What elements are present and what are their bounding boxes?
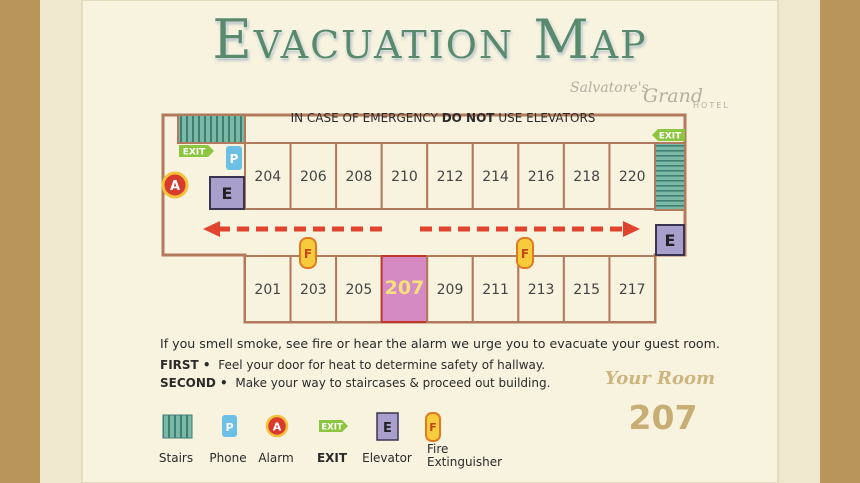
room (380, 255, 429, 323)
legend-elevator (376, 412, 399, 441)
room (244, 142, 292, 210)
room-number: 201 (254, 282, 281, 298)
room (608, 142, 657, 210)
phone-icon (226, 146, 242, 170)
stairs (177, 114, 246, 144)
border-right (820, 0, 860, 483)
rooms: 204 206 208 210 212 214 216 218 220 201 203 205 207 2… (244, 142, 657, 323)
room (517, 142, 565, 210)
legend-symbol: P (225, 421, 233, 434)
step: SECOND • Make your way to staircases & p… (160, 376, 550, 390)
room (471, 255, 520, 323)
title: Evacuation Map (212, 8, 648, 71)
arrow-head (623, 221, 640, 237)
elevator-text: E (222, 184, 233, 203)
brand-sub: HOTEL (693, 101, 730, 110)
room-number: 214 (482, 169, 509, 185)
stairs (654, 142, 686, 211)
brand-script: Salvatore's (570, 80, 649, 96)
legend-alarm (265, 414, 289, 438)
room-number: 217 (619, 282, 646, 298)
extinguisher-text: F (304, 247, 312, 261)
room (426, 255, 474, 323)
phone-text: P (230, 152, 239, 166)
legend-phone (222, 415, 237, 437)
extinguisher-text: F (521, 247, 529, 261)
room-number: 208 (346, 169, 373, 185)
elevator-icon (655, 224, 685, 256)
step: FIRST • Feel your door for heat to deter… (160, 358, 545, 372)
step-label: SECOND • (160, 376, 228, 390)
exit-text: EXIT (183, 148, 206, 158)
instructions-intro: If you smell smoke, see fire or hear the… (160, 336, 720, 351)
arrow-head (203, 221, 220, 237)
exit-text: EXIT (659, 132, 682, 142)
elevator-icon (209, 176, 245, 210)
step-label: FIRST • (160, 358, 211, 372)
notice-suffix: USE ELEVATORS (498, 111, 596, 125)
elevator-text: E (665, 231, 676, 250)
room (244, 255, 292, 323)
room-number: 216 (528, 169, 555, 185)
border-left (0, 0, 40, 483)
your-room-label: Your Room (604, 368, 716, 389)
legend-label: Stairs (158, 451, 194, 465)
room (380, 142, 429, 210)
brand-name: Grand (643, 85, 703, 107)
room (426, 142, 474, 210)
alarm-text: A (170, 179, 180, 194)
room-number: 211 (482, 282, 509, 298)
legend-stairs (162, 414, 193, 439)
legend-label: Alarm (258, 451, 294, 465)
room-number: 203 (300, 282, 327, 298)
notice-prefix: IN CASE OF EMERGENCY (290, 111, 438, 125)
room (562, 142, 611, 210)
legend-label: Elevator (362, 451, 412, 465)
room-number: 212 (437, 169, 464, 185)
extinguisher-icon (516, 237, 534, 269)
room-number: 204 (254, 169, 281, 185)
legend-symbol: A (273, 421, 282, 434)
your-room-number: 207 (628, 398, 698, 437)
step-text: Make your way to staircases & proceed ou… (235, 376, 551, 390)
legend-symbol: E (383, 421, 392, 436)
legend-symbol: F (429, 421, 437, 434)
legend-label: EXIT (316, 451, 348, 465)
room-number: 213 (528, 282, 555, 298)
exit-sign (652, 129, 685, 141)
room-number: 209 (437, 282, 464, 298)
alarm-icon (161, 171, 189, 199)
legend-symbol: EXIT (321, 423, 343, 433)
room-number: 206 (300, 169, 327, 185)
legend-exit (319, 420, 348, 432)
room (608, 255, 657, 323)
room-number: 218 (573, 169, 600, 185)
legend-extinguisher (425, 412, 441, 442)
legend-label: Fire Extinguisher (427, 442, 503, 469)
room-number: 210 (391, 169, 418, 185)
room-number: 220 (619, 169, 646, 185)
room (335, 142, 383, 210)
notice: IN CASE OF EMERGENCY DO NOT USE ELEVATOR… (0, 111, 860, 125)
step-text: Feel your door for heat to determine saf… (218, 358, 546, 372)
extinguisher-icon (299, 237, 317, 269)
notice-emphasis: DO NOT (441, 111, 495, 125)
exit-sign (179, 145, 214, 157)
room-number: 207 (385, 277, 425, 299)
room-number: 215 (573, 282, 600, 298)
legend-label: Phone (209, 451, 247, 465)
room-number: 205 (346, 282, 373, 298)
